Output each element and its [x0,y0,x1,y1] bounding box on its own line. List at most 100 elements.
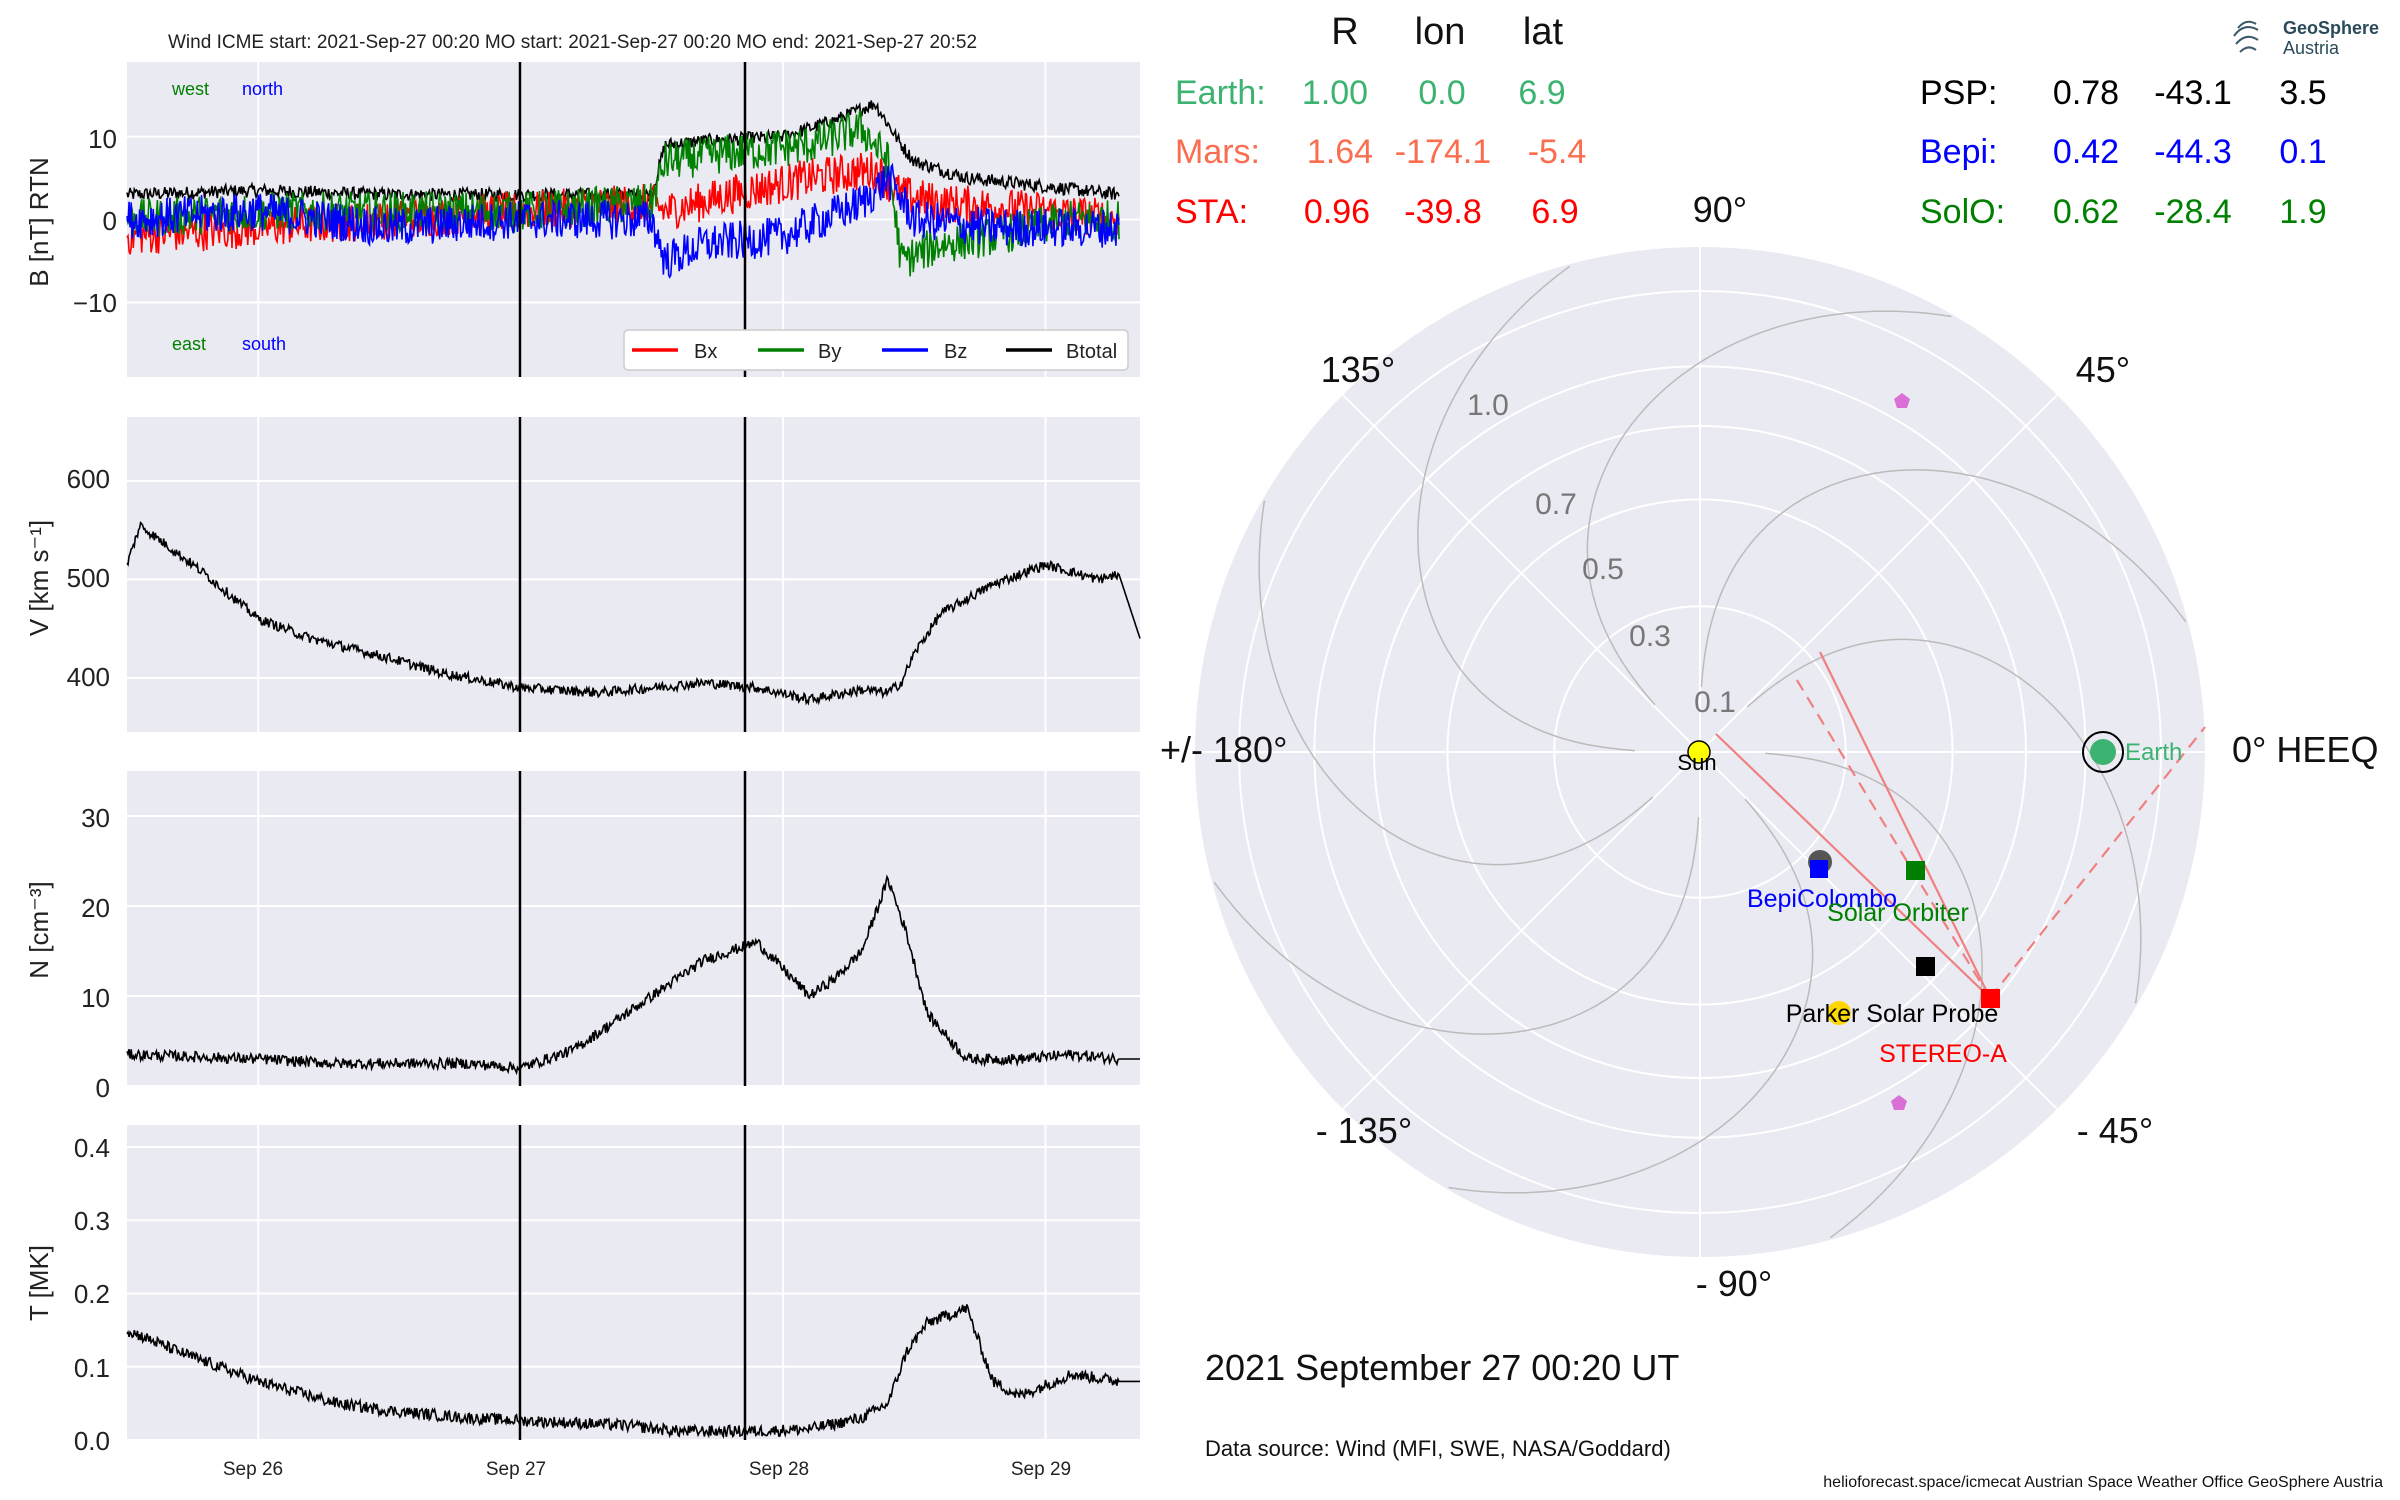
wind-event-title: Wind ICME start: 2021-Sep-27 00:20 MO st… [168,32,977,53]
parker-spiral-0 [1765,752,1983,1239]
col-header-r: R [1331,11,1358,53]
n-tick-30: 30 [81,803,110,833]
logo-line2: Austria [2283,38,2340,58]
earth-r: 1.00 [1302,74,1368,112]
geosphere-logo: GeoSphere Austria [2233,18,2379,58]
v-ylabel: V [km s⁻¹] [24,520,54,636]
angle-label-minus45: - 45° [2077,1110,2153,1151]
angle-label-minus90: - 90° [1696,1263,1772,1304]
sun-marker [1687,740,1711,764]
xtick-sep28: Sep 28 [749,1459,809,1480]
parker-spiral-4 [1417,265,1635,752]
b-tick-10: 10 [88,124,117,154]
xtick-sep29: Sep 29 [1011,1459,1071,1480]
sta-radial-line [1819,651,1991,999]
polar-spoke-7 [1699,751,2058,1110]
bepi-name: Bepi: [1920,133,1998,171]
sta-connection-lines [1715,651,2206,999]
logo-line1: GeoSphere [2283,18,2379,38]
v-tick-400: 400 [67,662,110,692]
t-tick-0.0: 0.0 [74,1426,110,1456]
row-solo: SolO: 0.62 -28.4 1.9 [1920,193,2327,231]
v-panel-background [127,417,1140,732]
solo-r: 0.62 [2053,193,2119,231]
sta-spiral-dash-inner [1794,676,1991,999]
b-legend: Bx By Bz Btotal [623,329,1129,371]
density-panel: 30 20 10 0 N [cm⁻³] [24,771,1140,1103]
n-panel-series [126,874,1140,1076]
radial-label-0.5: 0.5 [1582,553,1624,586]
polar-spoke-3 [1342,394,1701,753]
bepicolombo-label: BepiColombo [1747,885,1897,913]
mars-pentagon-upper [1894,393,1910,408]
n-panel-background [127,771,1140,1086]
v-tick-500: 500 [67,563,110,593]
radial-label-0.7: 0.7 [1535,488,1577,521]
radial-label-0.1: 0.1 [1694,686,1736,719]
n-ylabel: N [cm⁻³] [24,881,54,979]
earth-marker [2090,739,2116,765]
legend-frame [623,329,1129,371]
bepi-r: 0.42 [2053,133,2119,171]
positions-table: R lon lat Earth: 1.00 0.0 6.9 Mars: 1.64… [1175,11,2327,231]
polar-spoke-1 [1699,394,2058,753]
polar-grid [1195,247,2205,1257]
polar-spoke-5 [1342,751,1701,1110]
col-header-lon: lon [1415,11,1466,53]
sta-lon: -39.8 [1404,193,1482,231]
angle-label-135: 135° [1321,349,1395,390]
v-panel-series [126,521,1141,706]
angle-label-minus135: - 135° [1316,1110,1412,1151]
v-panel-grid [127,417,1140,732]
solo-lon: -28.4 [2154,193,2232,231]
parker-spiral-7 [1448,798,1814,1194]
mars-pentagon-lower [1891,1095,1907,1110]
mars-lon: -174.1 [1395,133,1491,171]
data-source-label: Data source: Wind (MFI, SWE, NASA/Goddar… [1205,1436,1671,1461]
n-tick-0: 0 [96,1073,110,1103]
t-ylabel: T [MK] [24,1245,54,1321]
parker-spiral-2 [1700,469,2187,687]
t-tick-0.1: 0.1 [74,1353,110,1383]
earth-lon: 0.0 [1418,74,1465,112]
parker-spiral-1 [1746,638,2142,1004]
n-tick-20: 20 [81,893,110,923]
psp-marker [1827,1001,1851,1025]
sta-sun-line [1715,733,1991,999]
row-sta: STA: 0.96 -39.8 6.9 [1175,193,1579,231]
mars-lat: -5.4 [1528,133,1587,171]
b-ylabel: B [nT] RTN [24,157,54,287]
angle-label-45: 45° [2076,349,2130,390]
timestamp-label: 2021 September 27 00:20 UT [1205,1347,1679,1388]
stereo-a-marker [1981,989,2000,1008]
earth-ring [2082,731,2124,773]
col-header-lat: lat [1523,11,1564,53]
radial-label-0.3: 0.3 [1629,620,1671,653]
series-line-1-0 [126,521,1141,706]
legend-bz-label: Bz [944,341,967,363]
footer-credits: helioforecast.space/icmecat Austrian Spa… [1823,1474,2383,1491]
black-square-marker [1916,957,1935,976]
psp-lat: 3.5 [2279,74,2326,112]
t-tick-0.4: 0.4 [74,1133,110,1163]
east-label: east [172,334,206,354]
row-earth: Earth: 1.00 0.0 6.9 [1175,74,1566,112]
series-line-2-0 [126,874,1140,1076]
stereo-a-label: STEREO-A [1879,1040,2007,1068]
bepi-lat: 0.1 [2279,133,2326,171]
solar-orbiter-label: Solar Orbiter [1827,899,1969,927]
b-tick-0: 0 [103,206,117,236]
mars-r: 1.64 [1307,133,1373,171]
b-field-panel: 10 0 −10 B [nT] RTN west north east sout… [24,62,1140,377]
mars-name: Mars: [1175,133,1260,171]
psp-lon: -43.1 [2154,74,2232,112]
parker-spiral-5 [1258,500,1654,866]
series-line-0-3 [126,162,1120,279]
series-line-0-2 [126,108,1120,277]
xtick-sep26: Sep 26 [223,1459,283,1480]
sta-r: 0.96 [1304,193,1370,231]
velocity-panel: 600 500 400 V [km s⁻¹] [24,417,1141,732]
angle-label-180: +/- 180° [1160,729,1287,770]
legend-bx-label: Bx [694,341,717,363]
